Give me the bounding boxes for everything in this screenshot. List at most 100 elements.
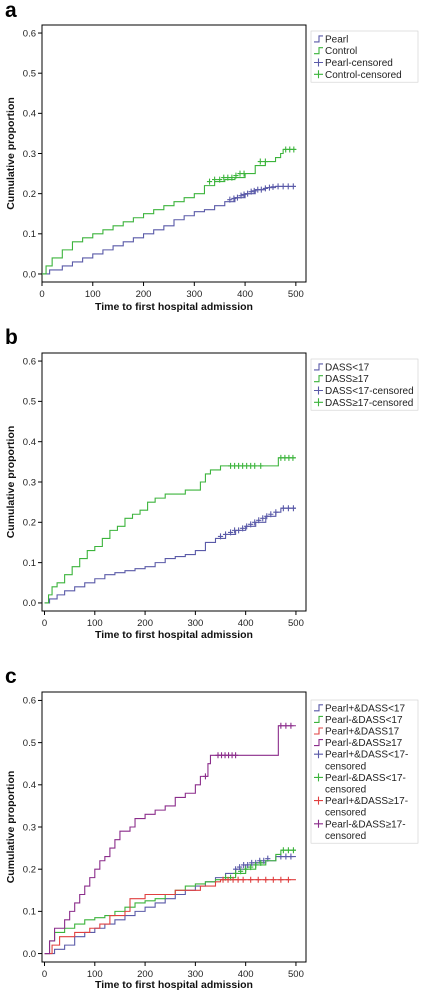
- legend-frame: [310, 699, 419, 844]
- censor-mark: [252, 519, 258, 526]
- legend-label-continued: censored: [325, 761, 366, 772]
- series-line: [42, 148, 296, 275]
- censor-mark: [257, 158, 263, 165]
- x-tick-label: 200: [137, 969, 153, 980]
- x-tick-label: 300: [187, 618, 203, 629]
- censor-mark: [222, 531, 229, 538]
- chart-panel-a: a 0.0 0.1 0.2 0.3 0.4 0.5 0.6 0 100 200 300 400 500 Ti…: [5, 0, 419, 313]
- legend-label: Pearl+&DASS≥17-: [325, 796, 408, 807]
- censor-mark: [248, 876, 254, 883]
- plot-frame: [41, 691, 307, 963]
- x-tick-label: 100: [87, 618, 103, 629]
- x-axis-title: Time to first hospital admission: [95, 629, 253, 641]
- legend-plus-swatch: [314, 398, 323, 407]
- y-tick-label: 0.2: [23, 518, 36, 529]
- censor-mark: [220, 876, 226, 883]
- legend-label: DASS<17-censored: [325, 386, 414, 397]
- legend-label-continued: censored: [325, 831, 366, 842]
- legend-line-swatch: [314, 47, 323, 55]
- x-tick-label: 300: [186, 289, 202, 300]
- x-tick-label: 200: [137, 618, 153, 629]
- censor-mark: [266, 184, 273, 191]
- legend: Pearl+&DASS<17Pearl-&DASS<17Pearl+&DASS1…: [310, 699, 419, 844]
- legend-label: Pearl: [325, 34, 348, 45]
- censor-mark: [225, 876, 231, 883]
- x-tick-label: 400: [237, 289, 253, 300]
- censor-mark: [285, 876, 291, 883]
- legend-line-swatch: [314, 363, 323, 371]
- censor-mark: [255, 876, 261, 883]
- y-tick-label: 0.2: [23, 189, 36, 200]
- y-tick-label: 0.1: [23, 907, 36, 918]
- censor-mark: [258, 462, 264, 469]
- censor-mark: [245, 190, 251, 197]
- censor-mark: [251, 187, 257, 194]
- series-line: [44, 725, 296, 955]
- legend-label: Pearl-&DASS<17: [325, 715, 403, 726]
- panel-letter: c: [5, 665, 17, 688]
- censor-mark: [263, 876, 269, 883]
- x-tick-label: 0: [42, 618, 47, 629]
- censor-mark: [290, 183, 296, 190]
- y-tick-label: 0.0: [23, 949, 36, 960]
- censor-mark: [238, 868, 244, 875]
- censor-mark: [288, 853, 294, 860]
- series-line: [44, 849, 296, 955]
- censor-mark: [238, 192, 244, 199]
- y-tick-label: 0.6: [23, 28, 36, 39]
- censor-mark: [290, 847, 297, 854]
- censor-mark: [241, 191, 247, 198]
- censor-mark: [278, 722, 284, 729]
- censor-mark: [212, 176, 218, 183]
- censor-mark: [227, 196, 233, 203]
- series-line: [44, 879, 296, 955]
- series-line: [44, 457, 296, 604]
- y-tick-label: 0.3: [23, 477, 36, 488]
- chart-panel-c: c 0.0 0.1 0.2 0.3 0.4 0.5 0.6 0 100 200 300 400 500 Ti…: [5, 665, 419, 991]
- censor-mark: [217, 176, 223, 183]
- y-axis-title: Cumulative proportion: [5, 97, 17, 210]
- plot-frame: [41, 352, 307, 612]
- legend-line-swatch: [314, 727, 323, 735]
- censor-mark: [237, 864, 243, 871]
- censor-mark: [241, 170, 247, 177]
- censor-mark: [217, 533, 224, 540]
- legend-line-swatch: [314, 704, 323, 712]
- legend-label: Pearl-&DASS≥17-: [325, 819, 406, 830]
- censor-mark: [262, 158, 268, 165]
- censor-mark: [240, 876, 246, 883]
- censor-mark: [253, 861, 259, 868]
- x-tick-label: 500: [288, 289, 304, 300]
- panel-letter: a: [5, 0, 17, 22]
- legend-label: Pearl-censored: [325, 58, 393, 69]
- x-tick-label: 500: [288, 618, 304, 629]
- legend-label-continued: censored: [325, 808, 366, 819]
- x-tick-label: 100: [85, 289, 101, 300]
- y-tick-label: 0.4: [23, 780, 36, 791]
- censor-mark: [245, 861, 251, 868]
- censor-mark: [288, 722, 294, 729]
- legend-line-swatch: [314, 715, 323, 723]
- censor-mark: [264, 513, 270, 520]
- censor-mark: [233, 172, 239, 179]
- legend-line-swatch: [314, 739, 323, 747]
- censor-mark: [278, 876, 284, 883]
- y-axis-title: Cumulative proportion: [5, 771, 17, 884]
- legend-label: Control-censored: [325, 70, 402, 81]
- censor-mark: [290, 454, 296, 461]
- legend-plus-swatch: [314, 70, 323, 79]
- legend: PearlControlPearl-censoredControl-censor…: [310, 30, 419, 83]
- legend-label-continued: censored: [325, 785, 366, 796]
- plot-frame: [41, 24, 307, 283]
- y-tick-label: 0.5: [23, 397, 36, 408]
- x-tick-label: 400: [238, 618, 254, 629]
- censor-mark: [240, 525, 246, 532]
- censor-mark: [280, 847, 286, 854]
- censor-mark: [256, 517, 262, 524]
- legend-frame: [310, 30, 419, 83]
- legend-label: DASS≥17: [325, 374, 369, 385]
- censor-mark: [236, 527, 242, 534]
- legend-label: Pearl-&DASS≥17: [325, 738, 403, 749]
- x-tick-label: 0: [39, 289, 44, 300]
